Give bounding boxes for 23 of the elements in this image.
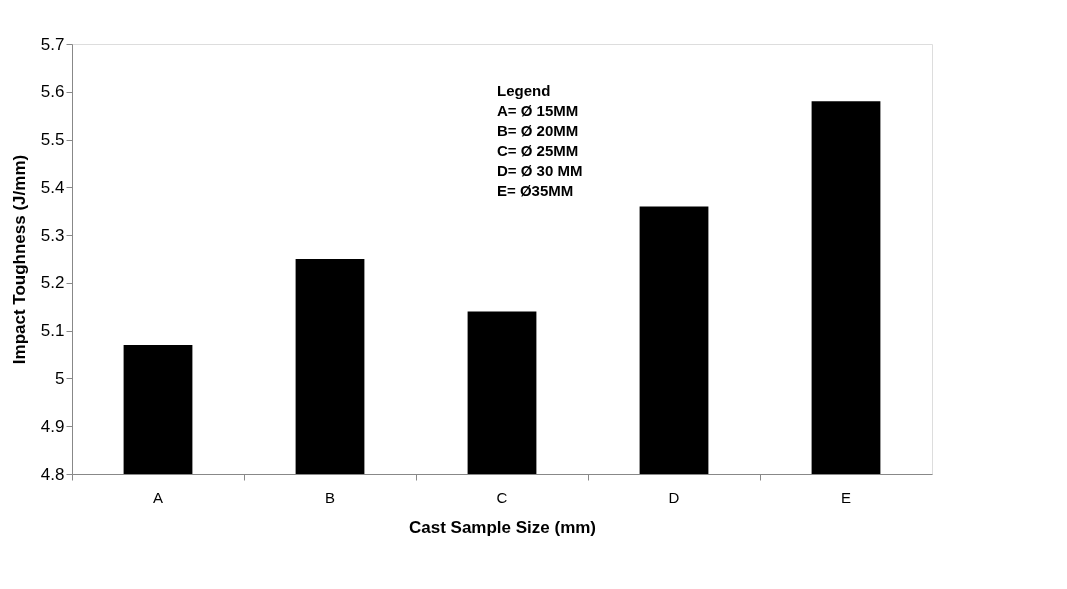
x-tick-label: E	[840, 488, 852, 506]
x-tick-label: A	[152, 488, 164, 506]
annotation: E= Ø35MM	[497, 182, 574, 199]
y-tick-label: 5.6	[40, 82, 65, 102]
annotation: Legend	[497, 82, 551, 99]
annotation: B= Ø 20MM	[497, 122, 579, 139]
x-tick-label: D	[668, 488, 680, 506]
x-tick-label: B	[324, 488, 336, 506]
y-tick-label: 4.8	[40, 464, 65, 484]
annotation: A= Ø 15MM	[497, 102, 579, 119]
y-tick-label: 5.1	[40, 321, 65, 341]
y-tick-label: 5.3	[40, 225, 65, 245]
x-tick-label: C	[496, 488, 508, 506]
y-tick-label: 5.2	[40, 273, 65, 293]
y-tick-label: 5	[55, 368, 65, 388]
y-tick-label: 4.9	[40, 416, 65, 436]
x-axis-title: Cast Sample Size (mm)	[408, 517, 597, 537]
y-tick-label: 5.7	[40, 34, 65, 54]
y-axis-title: Impact Toughness (J/mm)	[9, 154, 29, 365]
annotation: D= Ø 30 MM	[497, 162, 583, 179]
y-tick-label: 5.5	[40, 130, 65, 150]
y-tick-label: 5.4	[40, 177, 65, 197]
annotation: C= Ø 25MM	[497, 142, 579, 159]
